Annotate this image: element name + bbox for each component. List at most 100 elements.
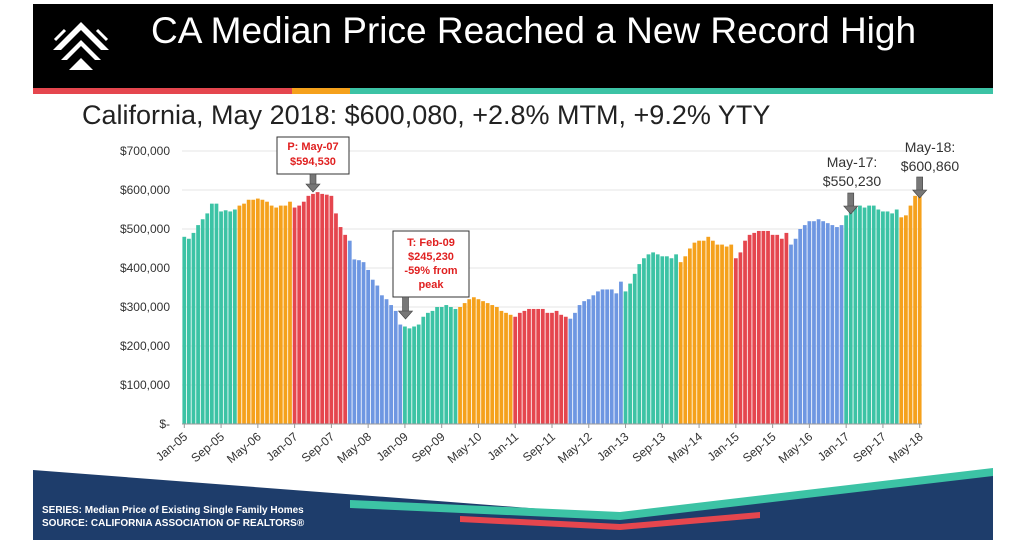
- bar: [632, 273, 637, 424]
- bar: [825, 223, 830, 424]
- bar: [288, 201, 292, 424]
- x-tick-label: Jan-17: [815, 429, 852, 464]
- bar: [904, 215, 908, 424]
- bar: [421, 316, 426, 424]
- bar: [596, 291, 600, 424]
- bar: [821, 221, 826, 424]
- bar: [384, 299, 389, 424]
- bar: [669, 258, 674, 424]
- bar: [343, 234, 348, 424]
- bar: [784, 232, 789, 424]
- x-tick-label: Jan-07: [263, 429, 300, 464]
- bar: [301, 201, 306, 424]
- bar: [733, 258, 738, 424]
- bar: [605, 289, 610, 424]
- bar: [430, 310, 435, 424]
- bar: [393, 310, 398, 424]
- bar: [830, 225, 835, 424]
- bar: [554, 310, 559, 424]
- bar: [219, 211, 223, 424]
- bar: [370, 279, 375, 424]
- bar: [642, 258, 646, 424]
- bar: [324, 194, 329, 424]
- may18-annotation-value: $600,860: [901, 158, 960, 174]
- y-tick-label: $200,000: [120, 339, 170, 353]
- bar: [609, 289, 614, 424]
- bar: [550, 312, 554, 424]
- bar: [361, 262, 366, 424]
- bar: [329, 195, 334, 424]
- x-tick-label: Sep-13: [630, 429, 669, 465]
- bar: [536, 308, 541, 424]
- x-tick-label: Jan-15: [705, 429, 742, 464]
- x-tick-label: Sep-05: [188, 429, 227, 465]
- bar: [729, 244, 734, 424]
- trough-annotation-extra-2: peak: [418, 279, 444, 291]
- bar: [375, 285, 380, 424]
- bar: [623, 291, 628, 424]
- x-tick-label: May-18: [886, 429, 926, 466]
- x-tick-label: May-12: [555, 429, 595, 466]
- bar: [426, 312, 430, 424]
- bar: [237, 205, 242, 424]
- bar: [573, 312, 577, 424]
- bar: [338, 227, 343, 424]
- may17-annotation-value: $550,230: [823, 173, 882, 189]
- bar: [761, 230, 766, 424]
- bar: [867, 205, 872, 424]
- bar: [297, 205, 302, 424]
- bar: [467, 299, 472, 424]
- bar: [274, 207, 279, 424]
- bar: [545, 312, 550, 424]
- bar: [232, 209, 237, 424]
- x-tick-label: May-10: [445, 429, 485, 466]
- bar: [697, 240, 701, 424]
- y-tick-label: $300,000: [120, 300, 170, 314]
- annotation-arrow-shaft: [916, 176, 924, 192]
- annotation-arrow-head: [305, 183, 321, 193]
- bar: [710, 240, 715, 424]
- bar: [779, 238, 784, 424]
- bar: [715, 244, 720, 424]
- bar: [665, 256, 669, 424]
- footer-navy-shape: [33, 470, 993, 540]
- bar: [191, 232, 196, 424]
- bar: [246, 199, 251, 424]
- bar: [802, 225, 807, 424]
- x-tick-label: Sep-17: [850, 429, 889, 465]
- bar: [563, 316, 568, 424]
- bar: [582, 301, 587, 424]
- bar: [260, 199, 265, 424]
- bar: [471, 297, 476, 424]
- bar: [223, 210, 228, 424]
- bar: [683, 256, 688, 424]
- bar: [453, 308, 458, 424]
- bar: [789, 244, 793, 424]
- bar: [320, 193, 325, 424]
- bar: [858, 205, 862, 424]
- y-tick-label: $100,000: [120, 378, 170, 392]
- bar: [448, 307, 453, 424]
- bar: [848, 209, 853, 424]
- bar: [200, 219, 205, 424]
- bar: [619, 281, 623, 424]
- bar: [209, 203, 214, 424]
- y-tick-label: $-: [159, 417, 170, 431]
- chart-subtitle: California, May 2018: $600,080, +2.8% MT…: [82, 100, 771, 130]
- bar: [756, 230, 761, 424]
- annotation-arrow-head: [843, 205, 859, 215]
- bar: [380, 295, 384, 424]
- bar: [182, 236, 187, 424]
- bar: [485, 303, 490, 424]
- bar: [743, 240, 747, 424]
- bar: [412, 326, 416, 424]
- bar: [568, 318, 573, 424]
- bar: [389, 305, 393, 424]
- bar: [278, 205, 283, 424]
- bar: [255, 198, 260, 424]
- bar: [435, 307, 439, 424]
- may18-annotation-title: May-18:: [905, 139, 956, 155]
- bar: [347, 240, 352, 424]
- bar: [311, 193, 315, 424]
- bar: [352, 259, 357, 424]
